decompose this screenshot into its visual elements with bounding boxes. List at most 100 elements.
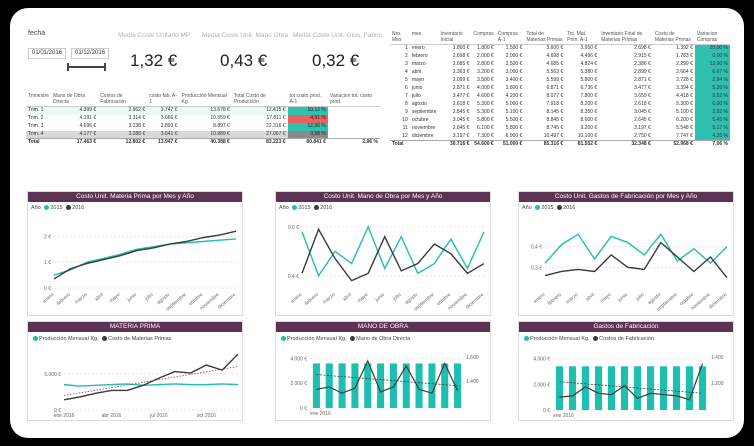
x-tick-label: diciembre (708, 292, 729, 311)
table-cell: abril (411, 69, 422, 75)
table-row[interactable]: 11 noviembre 2.645 € 6.100 € 5.800 € 8.745 € 9… (390, 124, 730, 133)
trend-line (559, 381, 703, 394)
bar[interactable] (389, 363, 397, 408)
column-header[interactable]: Total Costo de Producción (231, 92, 288, 107)
column-header[interactable]: mes (409, 30, 439, 45)
table-cell: 5,45 % (694, 116, 730, 125)
table-row[interactable]: 6 junio 2.871 € 4.000 € 3.800 € 6.871 € 6.736 … (390, 84, 730, 93)
column-header[interactable]: Producción Mensual Kg. (179, 92, 232, 107)
legend-label: Producción Mensual Kg. (530, 336, 590, 342)
column-header[interactable]: Trimestre (26, 92, 51, 107)
date-slider-track[interactable] (68, 66, 106, 68)
bar[interactable] (364, 363, 372, 408)
table-cell: 5.300 € (477, 109, 494, 115)
table-row[interactable]: Trim. 2 4.191 € 3.314 € 3.666 € 10.559 € 17.8… (26, 114, 380, 123)
series-line-2016[interactable] (53, 230, 237, 280)
date-from-input[interactable]: 01/01/2016 (28, 48, 66, 59)
table-cell: 2.000 € (505, 53, 523, 59)
kpi-caption-gf: Media Coste Unit. Gtos. Fabric. (293, 32, 384, 39)
bar[interactable] (581, 366, 590, 410)
bar[interactable] (659, 366, 668, 410)
table-cell: febrero (411, 53, 428, 59)
chart-canvas: 0 € 5.000 € ene 2016 abr 2016 jul 2016 oct 20… (44, 353, 239, 419)
legend-dot (524, 336, 529, 342)
table-cell: 7.300 € (477, 132, 494, 139)
table-row[interactable]: 7 julio 3.477 € 4.600 € 4.200 € 8.077 € 7.800 … (390, 92, 730, 101)
bar[interactable] (338, 363, 346, 408)
legend-dot-2015 (535, 205, 541, 211)
table-row[interactable]: 3 marzo 2.685 € 2.800 € 2.500 € 4.685 € 4.824 … (390, 60, 730, 69)
table-row[interactable]: Trim. 1 4.399 € 2.962 € 3.747 € 13.678 € 12.4… (26, 106, 380, 115)
table-cell: 4.698 € (546, 53, 564, 59)
column-header[interactable]: Costo de Materias Primas (652, 30, 695, 45)
series-line-2015[interactable] (544, 233, 728, 265)
table-row[interactable]: 10 octubre 3.045 € 5.800 € 5.500 € 8.845 € 8.6… (390, 116, 730, 125)
table-row[interactable]: Trim. 4 4.177 € 3.288 € 3.641 € 10.989 € 27.0… (26, 130, 380, 139)
table-row[interactable]: Trim. 3 4.696 € 3.238 € 2.893 € 8.897 € 22.31… (26, 122, 380, 131)
bar[interactable] (351, 363, 359, 408)
column-header[interactable]: costo fab. A-1 (147, 92, 180, 107)
column-header[interactable]: Compras A-1 (495, 30, 525, 45)
date-slider-handle-end[interactable] (104, 63, 106, 71)
column-header[interactable]: Tot. Mat. Prim. A-1 (565, 30, 600, 45)
bar[interactable] (402, 363, 410, 408)
column-header[interactable]: Inventario Final de Materias Primas (599, 30, 653, 45)
x-tick-label: ene 2016 (54, 413, 75, 419)
series-line-2016[interactable] (544, 241, 728, 279)
bar[interactable] (685, 366, 694, 410)
table-row[interactable]: 2 febrero 2.698 € 2.000 € 2.000 € 4.698 € 4.49… (390, 52, 730, 61)
column-header[interactable]: Total de Materias Primas (524, 30, 566, 45)
series-line-2016[interactable] (301, 227, 485, 282)
bar[interactable] (672, 366, 681, 410)
column-header[interactable]: Mano de Obra Directa (50, 92, 99, 107)
series-line[interactable] (316, 359, 459, 394)
table-row[interactable]: 4 abril 2.363 € 3.200 € 3.000 € 5.563 € 5.380 … (390, 68, 730, 77)
bar[interactable] (325, 363, 333, 408)
bar[interactable] (415, 363, 423, 408)
y-tick-label: 1 € (44, 260, 51, 266)
table-cell: 5,26 % (694, 84, 730, 93)
column-header[interactable]: Inventario Inicial (438, 30, 472, 45)
bar[interactable] (620, 366, 629, 410)
column-header[interactable]: Variacion Compras (694, 30, 730, 45)
column-header[interactable]: Nro. Mes (390, 30, 410, 45)
column-header[interactable]: Variacion tot. costo prod. (327, 92, 380, 107)
column-header[interactable]: Costos de Fabricación (98, 92, 148, 107)
table-cell: Trim. 4 (28, 130, 44, 137)
bar[interactable] (377, 363, 385, 408)
series-line-Costo de Materias Primas[interactable] (63, 353, 239, 401)
table-cell: 1.500 € (505, 45, 523, 52)
table-cell: 7 (405, 93, 408, 99)
bar[interactable] (698, 366, 707, 410)
bar[interactable] (594, 366, 603, 410)
bar[interactable] (555, 366, 564, 410)
bar[interactable] (428, 363, 436, 408)
bar[interactable] (646, 366, 655, 410)
series-line-2015[interactable] (301, 225, 485, 278)
date-to-input[interactable]: 01/12/2016 (71, 48, 109, 59)
series-line-2015[interactable] (53, 238, 237, 276)
table-cell: 3,92 % (694, 108, 730, 117)
table-row[interactable]: 8 agosto 2.618 € 5.300 € 5.000 € 7.918 € 8.200… (390, 100, 730, 109)
bar[interactable] (312, 363, 320, 408)
table-cell: 2.893 € (160, 123, 178, 129)
column-header[interactable]: Compras (471, 30, 496, 45)
series-line[interactable] (559, 363, 704, 401)
table-cell: 13.947 € (147, 138, 180, 147)
bar[interactable] (607, 366, 616, 410)
table-row[interactable]: 5 mayo 2.099 € 3.500 € 3.400 € 5.599 € 5.800 €… (390, 76, 730, 85)
table-cell: 7.918 € (546, 101, 564, 107)
month-table: Nro. Mes mes Inventario Inicial Compras Comp… (390, 30, 730, 149)
bar[interactable] (441, 363, 449, 408)
table-cell: 4.696 € (79, 123, 97, 129)
date-slider-handle-start[interactable] (67, 63, 69, 71)
table-cell: 52.968 € (652, 140, 695, 149)
table-cell: 2.099 € (452, 77, 470, 83)
table-row[interactable]: 1 enero 1.800 € 1.800 € 1.500 € 3.600 € 3.950 … (390, 44, 730, 53)
column-header[interactable]: tot costo prod. A-1 (287, 92, 328, 107)
table-cell: diciembre (411, 132, 434, 139)
table-row[interactable]: 12 diciembre 3.197 € 7.300 € 6.900 € 10.497 €… (390, 132, 730, 141)
series-line-Producción Mensual Kg.[interactable] (63, 383, 239, 387)
table-row[interactable]: 9 septiembre 2.845 € 5.300 € 5.100 € 8.145 € 8… (390, 108, 730, 117)
bar[interactable] (568, 366, 577, 410)
